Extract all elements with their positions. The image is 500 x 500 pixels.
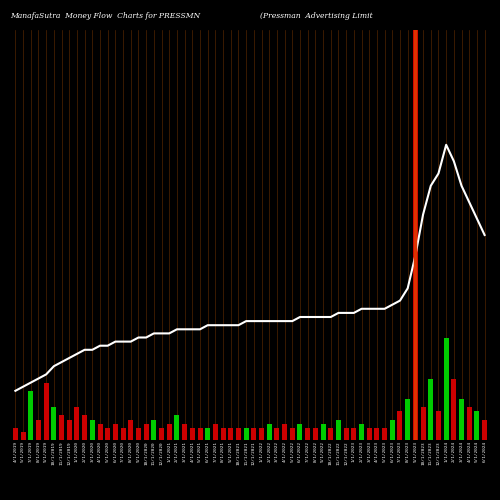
Bar xyxy=(236,428,241,440)
Bar xyxy=(359,424,364,440)
Bar xyxy=(474,412,480,440)
Bar xyxy=(266,424,272,440)
Bar xyxy=(374,428,380,440)
Bar xyxy=(282,424,287,440)
Bar xyxy=(390,420,395,440)
Bar xyxy=(144,424,148,440)
Bar xyxy=(298,424,302,440)
Bar xyxy=(320,424,326,440)
Bar xyxy=(120,428,126,440)
Bar xyxy=(20,432,25,440)
Bar xyxy=(428,378,434,440)
Bar xyxy=(344,428,348,440)
Bar xyxy=(313,428,318,440)
Bar xyxy=(90,420,95,440)
Bar xyxy=(190,428,195,440)
Bar xyxy=(336,420,341,440)
Bar xyxy=(136,428,141,440)
Text: ManafaSutra  Money Flow  Charts for PRESSMN: ManafaSutra Money Flow Charts for PRESSM… xyxy=(10,12,200,20)
Bar xyxy=(413,30,418,440)
Bar xyxy=(52,407,57,440)
Bar xyxy=(366,428,372,440)
Bar xyxy=(290,428,295,440)
Bar xyxy=(166,424,172,440)
Bar xyxy=(98,424,102,440)
Bar xyxy=(405,399,410,440)
Bar xyxy=(82,416,87,440)
Bar xyxy=(436,412,441,440)
Bar xyxy=(74,407,80,440)
Bar xyxy=(128,420,134,440)
Bar xyxy=(36,420,41,440)
Bar xyxy=(352,428,356,440)
Bar xyxy=(466,407,471,440)
Bar xyxy=(66,420,71,440)
Bar xyxy=(459,399,464,440)
Bar xyxy=(398,412,402,440)
Bar xyxy=(244,428,248,440)
Bar xyxy=(228,428,234,440)
Bar xyxy=(305,428,310,440)
Bar xyxy=(198,428,202,440)
Bar xyxy=(174,416,180,440)
Bar xyxy=(105,428,110,440)
Bar xyxy=(205,428,210,440)
Bar xyxy=(213,424,218,440)
Bar xyxy=(44,382,49,440)
Bar xyxy=(328,428,334,440)
Bar xyxy=(13,428,18,440)
Bar xyxy=(59,416,64,440)
Bar xyxy=(28,391,34,440)
Bar xyxy=(452,378,456,440)
Bar xyxy=(159,428,164,440)
Bar xyxy=(274,428,280,440)
Bar xyxy=(182,424,187,440)
Bar xyxy=(252,428,256,440)
Bar xyxy=(113,424,118,440)
Bar xyxy=(444,338,448,440)
Bar xyxy=(259,428,264,440)
Bar xyxy=(152,420,156,440)
Bar xyxy=(220,428,226,440)
Bar xyxy=(482,420,487,440)
Bar xyxy=(382,428,387,440)
Text: (Pressman  Advertising Limit: (Pressman Advertising Limit xyxy=(260,12,373,20)
Bar xyxy=(420,407,426,440)
